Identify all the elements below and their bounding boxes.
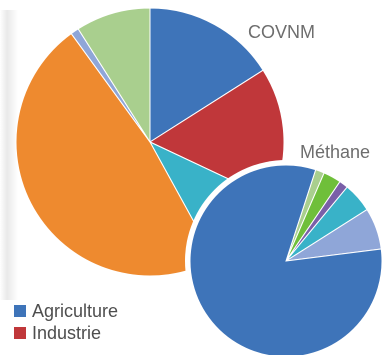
legend-label-agriculture: Agriculture	[32, 300, 119, 321]
legend-item-agriculture: Agriculture	[14, 300, 118, 322]
pie-methane	[185, 160, 385, 355]
legend-item-industrie: Industrie	[14, 322, 118, 344]
legend-swatch-agriculture	[14, 305, 26, 317]
covnm-slice-5	[77, 7, 151, 144]
methane-title: Méthane	[300, 142, 370, 162]
methane-slice-5	[189, 164, 383, 355]
legend: Agriculture Industrie	[14, 300, 118, 344]
legend-swatch-industrie	[14, 327, 26, 339]
covnm-slice-0	[149, 7, 264, 143]
covnm-title: COVNM	[248, 22, 315, 42]
pie-covnm	[15, 7, 285, 277]
legend-label-industrie: Industrie	[32, 322, 102, 343]
vertical-axis-strip	[0, 10, 18, 300]
covnm-slice-3	[15, 32, 216, 277]
